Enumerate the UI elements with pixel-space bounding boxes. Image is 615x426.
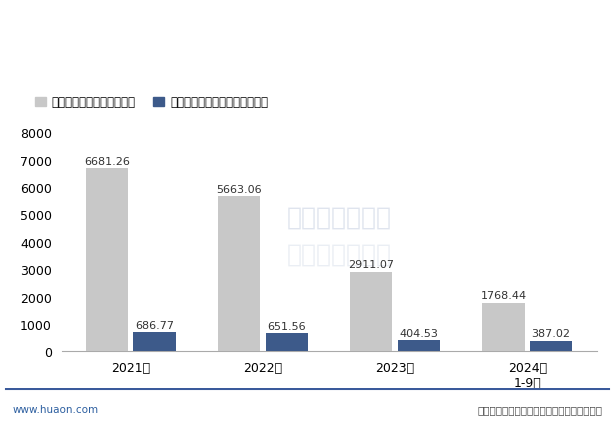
Legend: 商品住宅销售面积（万㎡）, 商品住宅现房销售面积（万㎡）: 商品住宅销售面积（万㎡）, 商品住宅现房销售面积（万㎡） — [31, 92, 272, 114]
Text: 2911.07: 2911.07 — [348, 259, 394, 270]
Text: 数据来源：国家统计局，华经产业研究院整理: 数据来源：国家统计局，华经产业研究院整理 — [478, 404, 603, 414]
Bar — [350, 272, 392, 351]
Text: 华经情报网: 华经情报网 — [34, 12, 65, 23]
Bar — [482, 303, 525, 351]
Text: 专业严谨 • 客观科学: 专业严谨 • 客观科学 — [541, 12, 604, 23]
Bar — [266, 334, 308, 351]
Text: 651.56: 651.56 — [268, 321, 306, 331]
Text: 华经产业研究院: 华经产业研究院 — [287, 242, 392, 266]
Text: 华经产业研究院: 华经产业研究院 — [287, 205, 392, 229]
Bar — [133, 333, 176, 351]
Text: 1768.44: 1768.44 — [480, 291, 526, 301]
Bar — [86, 169, 128, 351]
Text: www.huaon.com: www.huaon.com — [12, 404, 98, 414]
Bar — [398, 340, 440, 351]
Text: 6681.26: 6681.26 — [84, 156, 130, 167]
Text: 387.02: 387.02 — [531, 328, 571, 338]
Bar — [530, 341, 572, 351]
Text: 686.77: 686.77 — [135, 320, 174, 330]
Text: ❚❚: ❚❚ — [11, 12, 26, 21]
Bar — [218, 197, 260, 351]
Text: 5663.06: 5663.06 — [216, 184, 262, 194]
Text: 404.53: 404.53 — [400, 328, 438, 338]
Text: 2021-2024年9月江西省房地产商品住宅及商品住宅现房销售面积: 2021-2024年9月江西省房地产商品住宅及商品住宅现房销售面积 — [124, 58, 491, 76]
